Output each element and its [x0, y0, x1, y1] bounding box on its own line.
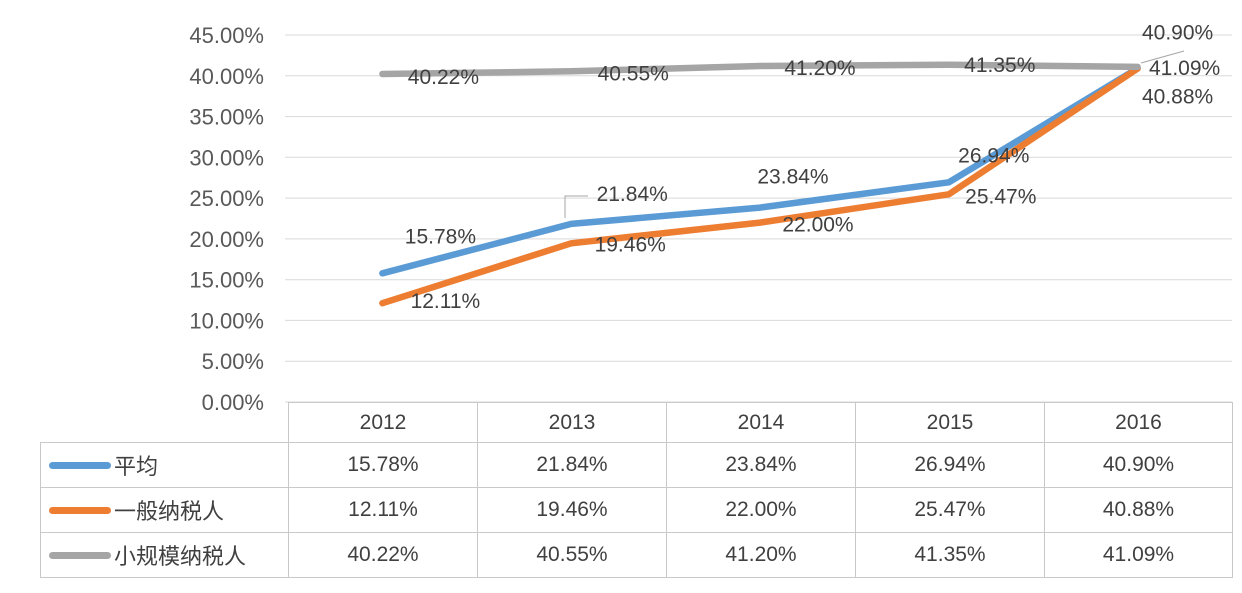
table-row: 小规模纳税人 40.22% 40.55% 41.20% 41.35% 41.09…	[40, 532, 1233, 578]
column-header-2016: 2016	[1044, 402, 1233, 443]
table-cell: 41.35%	[855, 532, 1045, 578]
table-cell: 21.84%	[477, 442, 667, 488]
data-table: 2012 2013 2014 2015 2016 平均 15.78% 21.84…	[40, 402, 1233, 578]
label-leader-line	[1140, 50, 1185, 64]
y-axis-tick-label: 0.00%	[202, 390, 264, 415]
y-axis-tick-label: 45.00%	[189, 23, 264, 48]
table-cell: 25.47%	[855, 487, 1045, 533]
legend-cell-average: 平均	[40, 442, 289, 488]
column-header-2015: 2015	[855, 402, 1045, 443]
legend-cell-small-scale-taxpayer: 小规模纳税人	[40, 532, 289, 578]
y-axis-tick-label: 30.00%	[189, 145, 264, 170]
data-label: 23.84%	[757, 166, 828, 189]
data-label: 22.00%	[782, 214, 853, 237]
table-cell: 40.55%	[477, 532, 667, 578]
table-cell: 41.09%	[1044, 532, 1233, 578]
y-axis-tick-label: 40.00%	[189, 64, 264, 89]
data-label: 25.47%	[965, 185, 1036, 208]
table-cell: 40.90%	[1044, 442, 1233, 488]
data-label: 41.09%	[1149, 57, 1220, 80]
y-axis-tick-label: 15.00%	[189, 268, 264, 293]
series-label: 平均	[114, 454, 159, 479]
table-cell: 40.88%	[1044, 487, 1233, 533]
legend-swatch-gray-icon	[49, 551, 111, 559]
y-axis-tick-label: 35.00%	[189, 105, 264, 130]
y-axis-tick-label: 25.00%	[189, 186, 264, 211]
table-corner-cell	[41, 403, 289, 443]
y-axis-tick-label: 5.00%	[202, 349, 264, 374]
table-cell: 40.22%	[288, 532, 478, 578]
y-axis-tick-label: 10.00%	[189, 308, 264, 333]
table-cell: 23.84%	[666, 442, 856, 488]
series-line-2	[379, 61, 1141, 78]
data-label: 12.11%	[411, 290, 481, 313]
y-axis-tick-label: 20.00%	[189, 227, 264, 252]
data-label: 40.22%	[408, 66, 479, 89]
data-label: 15.78%	[405, 225, 476, 248]
table-cell: 12.11%	[288, 487, 478, 533]
table-cell: 19.46%	[477, 487, 667, 533]
data-label: 26.94%	[958, 144, 1029, 167]
data-label: 40.55%	[598, 62, 669, 85]
series-label: 一般纳税人	[114, 499, 225, 524]
legend-cell-general-taxpayer: 一般纳税人	[40, 487, 289, 533]
table-cell: 22.00%	[666, 487, 856, 533]
table-cell: 41.20%	[666, 532, 856, 578]
table-cell: 26.94%	[855, 442, 1045, 488]
column-header-2014: 2014	[666, 402, 856, 443]
table-header-row: 2012 2013 2014 2015 2016	[41, 402, 1233, 443]
legend-swatch-blue-icon	[49, 461, 111, 469]
table-cell: 15.78%	[288, 442, 478, 488]
data-label: 40.88%	[1142, 86, 1213, 109]
column-header-2012: 2012	[288, 402, 478, 443]
data-label: 41.35%	[964, 54, 1035, 77]
table-row: 一般纳税人 12.11% 19.46% 22.00% 25.47% 40.88%	[40, 487, 1233, 533]
data-label: 19.46%	[595, 233, 666, 256]
series-label: 小规模纳税人	[114, 544, 247, 569]
label-leader-line	[564, 195, 588, 218]
data-label: 21.84%	[597, 183, 668, 206]
data-label: 40.90%	[1142, 21, 1213, 44]
data-label: 41.20%	[784, 57, 855, 80]
series-line-1	[379, 65, 1141, 307]
series-line-0	[379, 65, 1141, 277]
table-row: 平均 15.78% 21.84% 23.84% 26.94% 40.90%	[40, 442, 1233, 488]
column-header-2013: 2013	[477, 402, 667, 443]
legend-swatch-orange-icon	[49, 506, 111, 514]
